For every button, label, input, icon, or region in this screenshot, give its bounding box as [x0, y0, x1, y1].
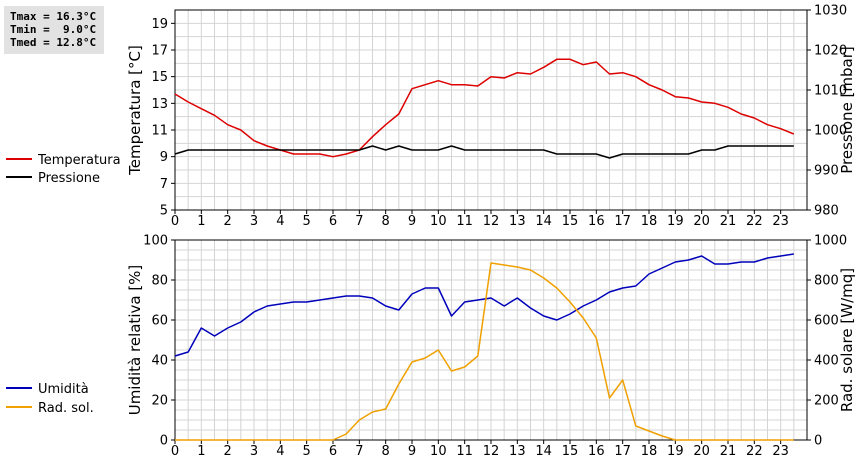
legend-temperatura-label: Temperatura: [38, 153, 121, 168]
chart2-yright-tick-label: 0: [814, 434, 822, 449]
chart2-x-tick-label: 21: [720, 444, 737, 459]
chart2-yleft-tick-label: 100: [143, 234, 168, 249]
chart1-yright-tick-label: 1030: [814, 4, 847, 19]
chart1-x-tick-label: 23: [772, 214, 789, 229]
chart2-series-umidit-line: [174, 253, 794, 357]
chart2-x-tick-label: 20: [693, 444, 710, 459]
chart2-ylabel-right: Rad. solare [W/mq]: [838, 268, 856, 412]
legend-radsol-label: Rad. sol.: [38, 401, 94, 416]
chart2-yleft-tick-label: 80: [151, 274, 168, 289]
chart1-x-tick-label: 3: [250, 214, 258, 229]
chart2-x-tick-label: 13: [509, 444, 526, 459]
chart2-yleft-tick-label: 20: [151, 394, 168, 409]
chart1-x-tick-label: 18: [641, 214, 658, 229]
legend-temperatura: Temperatura: [6, 153, 121, 168]
chart1-x-tick-label: 11: [456, 214, 473, 229]
chart1-yright-tick-label: 1000: [814, 124, 847, 139]
legend-umidita: Umidità: [6, 382, 89, 397]
chart1-ylabel-right: Pressione [mbar]: [838, 46, 856, 174]
chart2-x-tick-label: 0: [171, 444, 179, 459]
legend-radsol-swatch: [6, 405, 32, 408]
chart1-x-tick-label: 16: [588, 214, 605, 229]
chart2-yleft-tick-label: 40: [151, 354, 168, 369]
chart1-x-tick-label: 2: [224, 214, 232, 229]
chart2-x-tick-label: 1: [197, 444, 205, 459]
chart2-yright-tick-label: 800: [814, 274, 839, 289]
chart1-x-tick-label: 10: [430, 214, 447, 229]
chart1-yleft-tick-label: 13: [151, 97, 168, 112]
chart1-series-temperatura-line: [174, 58, 795, 158]
chart2-x-tick-label: 8: [382, 444, 390, 459]
chart1-x-tick-label: 22: [746, 214, 763, 229]
chart1-yright-tick-label: 1020: [814, 44, 847, 59]
tmed-text: Tmed = 12.8°C: [10, 36, 97, 49]
chart2-x-tick-label: 22: [746, 444, 763, 459]
legend-radsol: Rad. sol.: [6, 401, 94, 416]
chart1-yleft-tick-label: 11: [151, 124, 168, 139]
chart1-ylabel-left: Temperatura [°C]: [126, 45, 144, 176]
chart1-x-tick-label: 13: [509, 214, 526, 229]
chart1-x-tick-label: 14: [535, 214, 552, 229]
chart1-series-pressione-line: [174, 145, 794, 159]
chart1-x-tick-label: 8: [382, 214, 390, 229]
chart2-x-tick-label: 7: [355, 444, 363, 459]
chart1-x-tick-label: 4: [276, 214, 284, 229]
chart2-x-tick-label: 5: [303, 444, 311, 459]
chart2-yright-tick-label: 400: [814, 354, 839, 369]
chart2-x-tick-label: 4: [276, 444, 284, 459]
chart1-x-tick-label: 6: [329, 214, 337, 229]
stats-box: Tmax = 16.3°C Tmin = 9.0°C Tmed = 12.8°C: [4, 6, 104, 54]
chart2-x-tick-label: 3: [250, 444, 258, 459]
chart2-x-tick-label: 10: [430, 444, 447, 459]
chart2-x-tick-label: 17: [614, 444, 631, 459]
chart2-yleft-tick-label: 60: [151, 314, 168, 329]
chart1-yleft-tick-label: 19: [151, 17, 168, 32]
chart2-x-tick-label: 23: [772, 444, 789, 459]
chart2-x-tick-label: 14: [535, 444, 552, 459]
chart1-x-tick-label: 20: [693, 214, 710, 229]
chart1-x-tick-label: 12: [483, 214, 500, 229]
legend-pressione-swatch: [6, 175, 32, 178]
chart1-yleft-tick-label: 7: [160, 177, 168, 192]
chart1-yleft-tick-label: 17: [151, 44, 168, 59]
chart1-yright-tick-label: 990: [814, 164, 839, 179]
chart2-yright-tick-label: 200: [814, 394, 839, 409]
chart2-yright-tick-label: 600: [814, 314, 839, 329]
chart1-yleft-tick-label: 15: [151, 70, 168, 85]
chart2-x-tick-label: 9: [408, 444, 416, 459]
chart2-x-tick-label: 18: [641, 444, 658, 459]
chart1-yright-tick-label: 980: [814, 204, 839, 219]
tmin-text: Tmin = 9.0°C: [10, 23, 97, 36]
chart2-ylabel-left: Umidità relativa [%]: [126, 265, 144, 416]
chart1-yright-tick-label: 1010: [814, 84, 847, 99]
legend-pressione: Pressione: [6, 171, 100, 186]
chart2-x-tick-label: 16: [588, 444, 605, 459]
chart1-x-tick-label: 7: [355, 214, 363, 229]
chart2-yright-tick-label: 1000: [814, 234, 847, 249]
chart1-x-tick-label: 15: [562, 214, 579, 229]
chart1-x-tick-label: 21: [720, 214, 737, 229]
chart1-x-tick-label: 9: [408, 214, 416, 229]
legend-umidita-swatch: [6, 386, 32, 389]
chart2-x-tick-label: 11: [456, 444, 473, 459]
chart2-series-rad-sol-line: [175, 262, 794, 441]
chart2-x-tick-label: 15: [562, 444, 579, 459]
chart2-x-tick-label: 6: [329, 444, 337, 459]
chart1-x-tick-label: 1: [197, 214, 205, 229]
tmax-text: Tmax = 16.3°C: [10, 10, 97, 23]
legend-temperatura-swatch: [6, 157, 32, 160]
chart1-yleft-tick-label: 5: [160, 204, 168, 219]
legend-umidita-label: Umidità: [38, 382, 89, 397]
chart2-x-tick-label: 19: [667, 444, 684, 459]
chart1-x-tick-label: 5: [303, 214, 311, 229]
chart1-yleft-tick-label: 9: [160, 150, 168, 165]
legend-pressione-label: Pressione: [38, 171, 101, 186]
chart2-yleft-tick-label: 0: [160, 434, 168, 449]
chart2-x-tick-label: 12: [483, 444, 500, 459]
chart1-x-tick-label: 0: [171, 214, 179, 229]
chart1-x-tick-label: 19: [667, 214, 684, 229]
chart2-x-tick-label: 2: [224, 444, 232, 459]
chart1-x-tick-label: 17: [614, 214, 631, 229]
